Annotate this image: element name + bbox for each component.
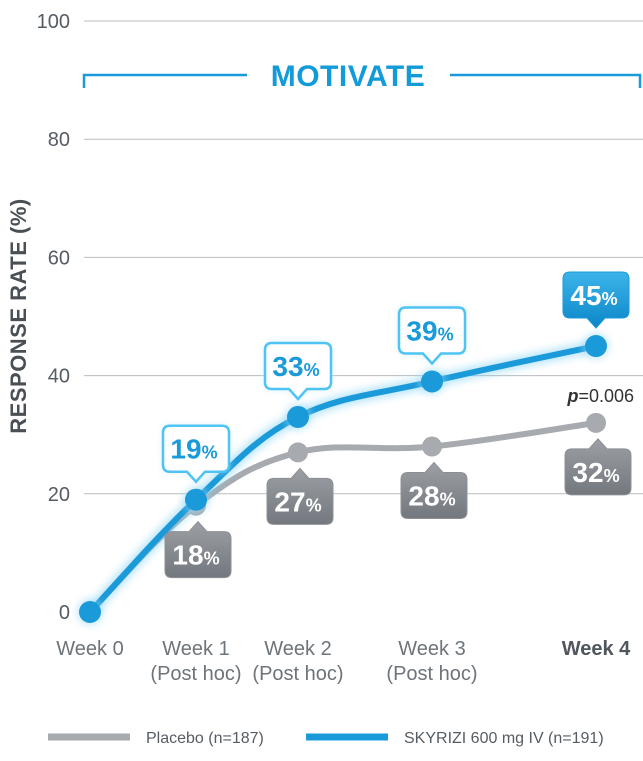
y-tick-label: 60: [48, 247, 70, 269]
callout-value: 39%: [406, 316, 453, 347]
x-tick-label: Week 2: [264, 638, 331, 660]
callout-box: [161, 424, 231, 484]
x-tick-label: Week 1: [162, 638, 229, 660]
x-tick-label: Week 3: [398, 638, 465, 660]
skyrizi-point: [185, 488, 207, 511]
callout-box: [263, 341, 333, 401]
callout-percent: %: [602, 289, 618, 309]
title-bracket-right: [450, 73, 642, 88]
callout-box: [164, 520, 232, 579]
callout-percent: %: [202, 443, 218, 463]
callout-value: 33%: [272, 351, 319, 382]
skyrizi-data-label: 45%: [562, 271, 630, 329]
x-tick-label: Week 0: [56, 638, 123, 660]
skyrizi-data-label: 33%: [263, 341, 333, 401]
x-tick-sublabel: (Post hoc): [150, 663, 241, 685]
callout-value: 28%: [408, 481, 455, 512]
callout-box: [564, 438, 632, 496]
skyrizi-point: [79, 601, 101, 623]
callout-box: [397, 306, 467, 366]
y-tick-label: 40: [48, 366, 70, 388]
callout-value: 32%: [572, 457, 619, 488]
y-tick-label: 80: [48, 129, 70, 151]
skyrizi-data-label: 19%: [161, 424, 231, 484]
y-axis-label: RESPONSE RATE (%): [6, 198, 31, 433]
callout-number: 33: [272, 351, 303, 382]
callout-percent: %: [440, 490, 456, 510]
p-label: p: [566, 386, 578, 406]
skyrizi-point: [585, 335, 607, 358]
callout-percent: %: [204, 549, 220, 569]
callout-box: [400, 461, 468, 520]
callout-number: 19: [170, 434, 201, 465]
callout-value: 18%: [172, 540, 219, 571]
callout-percent: %: [438, 325, 454, 345]
placebo-data-label: 28%: [400, 461, 468, 520]
p-value-annotation: p=0.006: [566, 386, 634, 406]
y-tick-label: 20: [48, 484, 70, 506]
placebo-point: [422, 436, 442, 457]
chart-title: MOTIVATE: [271, 60, 426, 93]
callout-percent: %: [304, 360, 320, 380]
callout-number: 39: [406, 316, 437, 347]
y-tick-label: 0: [59, 602, 70, 624]
callout-box: [562, 271, 630, 329]
callout-box: [266, 467, 334, 525]
title-bracket-left: [82, 73, 247, 88]
callout-value: 19%: [170, 434, 217, 465]
placebo-data-label: 18%: [164, 520, 232, 579]
callout-percent: %: [306, 495, 322, 515]
callout-number: 18: [172, 540, 203, 571]
callout-number: 28: [408, 481, 439, 512]
x-tick-sublabel: (Post hoc): [252, 663, 343, 685]
skyrizi-point: [287, 405, 309, 428]
placebo-data-label: 32%: [564, 438, 632, 496]
x-tick-sublabel: (Post hoc): [386, 663, 477, 685]
skyrizi-point: [421, 370, 443, 393]
callout-number: 45: [570, 280, 601, 311]
callout-number: 32: [572, 457, 603, 488]
skyrizi-data-label: 39%: [397, 306, 467, 366]
legend-label-placebo: Placebo (n=187): [146, 730, 264, 747]
y-tick-label: 100: [37, 11, 70, 33]
placebo-data-label: 27%: [266, 467, 334, 525]
placebo-point: [586, 412, 606, 433]
callout-value: 27%: [274, 486, 321, 517]
callout-percent: %: [604, 466, 620, 486]
callout-number: 27: [274, 486, 305, 517]
placebo-point: [288, 442, 308, 463]
callout-value: 45%: [570, 280, 617, 311]
x-tick-label: Week 4: [562, 638, 631, 660]
p-value: =0.006: [578, 386, 634, 406]
legend-label-skyrizi: SKYRIZI 600 mg IV (n=191): [404, 730, 604, 747]
